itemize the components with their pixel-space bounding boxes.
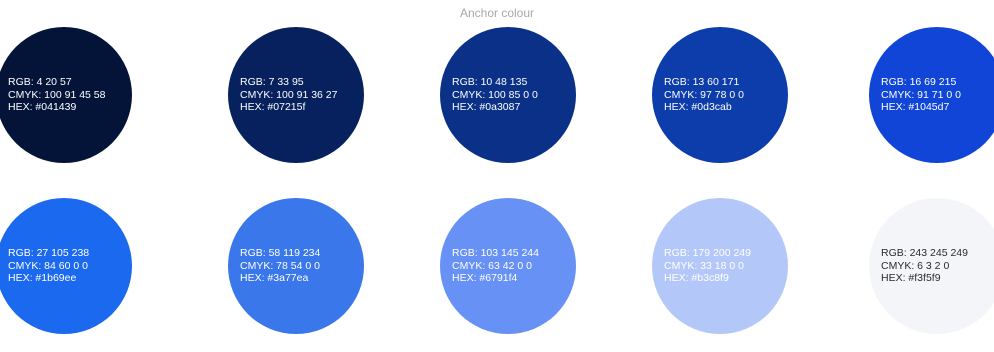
color-swatch-1b69ee: RGB: 27 105 238 CMYK: 84 60 0 0 HEX: #1b… xyxy=(0,198,132,334)
anchor-colour-label: Anchor colour xyxy=(459,6,535,20)
swatch-rgb: RGB: 10 48 135 xyxy=(452,76,528,88)
swatch-cmyk: CMYK: 100 85 0 0 xyxy=(452,88,538,101)
swatch-hex: HEX: #6791f4 xyxy=(452,272,518,284)
swatch-hex: HEX: #1045d7 xyxy=(881,101,950,113)
swatch-cmyk: CMYK: 91 71 0 0 xyxy=(881,88,961,101)
swatch-hex: HEX: #0d3cab xyxy=(664,101,732,113)
swatch-hex: HEX: #041439 xyxy=(8,101,77,113)
color-swatch-0d3cab: RGB: 13 60 171 CMYK: 97 78 0 0 HEX: #0d3… xyxy=(652,27,788,163)
color-swatch-6791f4: RGB: 103 145 244 CMYK: 63 42 0 0 HEX: #6… xyxy=(440,198,576,334)
swatch-rgb: RGB: 58 119 234 xyxy=(240,247,321,259)
swatch-cmyk: CMYK: 84 60 0 0 xyxy=(8,259,88,272)
swatch-cmyk: CMYK: 100 91 36 27 xyxy=(240,88,338,101)
color-swatch-07215f: RGB: 7 33 95 CMYK: 100 91 36 27 HEX: #07… xyxy=(228,27,364,163)
color-swatch-041439: RGB: 4 20 57 CMYK: 100 91 45 58 HEX: #04… xyxy=(0,27,132,163)
swatch-rgb: RGB: 4 20 57 xyxy=(8,76,72,88)
swatch-cmyk: CMYK: 63 42 0 0 xyxy=(452,259,532,272)
swatch-cmyk: CMYK: 6 3 2 0 xyxy=(881,259,950,272)
swatch-rgb: RGB: 243 245 249 xyxy=(881,247,968,259)
color-swatch-f3f5f9: RGB: 243 245 249 CMYK: 6 3 2 0 HEX: #f3f… xyxy=(869,198,994,334)
swatch-cmyk: CMYK: 33 18 0 0 xyxy=(664,259,744,272)
swatch-cmyk: CMYK: 78 54 0 0 xyxy=(240,259,320,272)
color-swatch-3a77ea: RGB: 58 119 234 CMYK: 78 54 0 0 HEX: #3a… xyxy=(228,198,364,334)
swatch-hex: HEX: #1b69ee xyxy=(8,272,77,284)
swatch-rgb: RGB: 27 105 238 xyxy=(8,247,90,259)
swatch-rgb: RGB: 7 33 95 xyxy=(240,76,304,88)
swatch-hex: HEX: #3a77ea xyxy=(240,272,309,284)
swatch-cmyk: CMYK: 97 78 0 0 xyxy=(664,88,744,101)
swatch-hex: HEX: #0a3087 xyxy=(452,101,521,113)
swatch-rgb: RGB: 13 60 171 xyxy=(664,76,740,88)
swatch-hex: HEX: #b3c8f9 xyxy=(664,272,729,284)
swatch-hex: HEX: #07215f xyxy=(240,101,306,113)
color-swatch-0a3087: RGB: 10 48 135 CMYK: 100 85 0 0 HEX: #0a… xyxy=(440,27,576,163)
swatch-rgb: RGB: 179 200 249 xyxy=(664,247,751,259)
swatch-rgb: RGB: 103 145 244 xyxy=(452,247,539,259)
swatch-hex: HEX: #f3f5f9 xyxy=(881,272,941,284)
swatch-cmyk: CMYK: 100 91 45 58 xyxy=(8,88,106,101)
color-swatch-1045d7: RGB: 16 69 215 CMYK: 91 71 0 0 HEX: #104… xyxy=(869,27,994,163)
color-swatch-b3c8f9: RGB: 179 200 249 CMYK: 33 18 0 0 HEX: #b… xyxy=(652,198,788,334)
swatch-rgb: RGB: 16 69 215 xyxy=(881,76,957,88)
